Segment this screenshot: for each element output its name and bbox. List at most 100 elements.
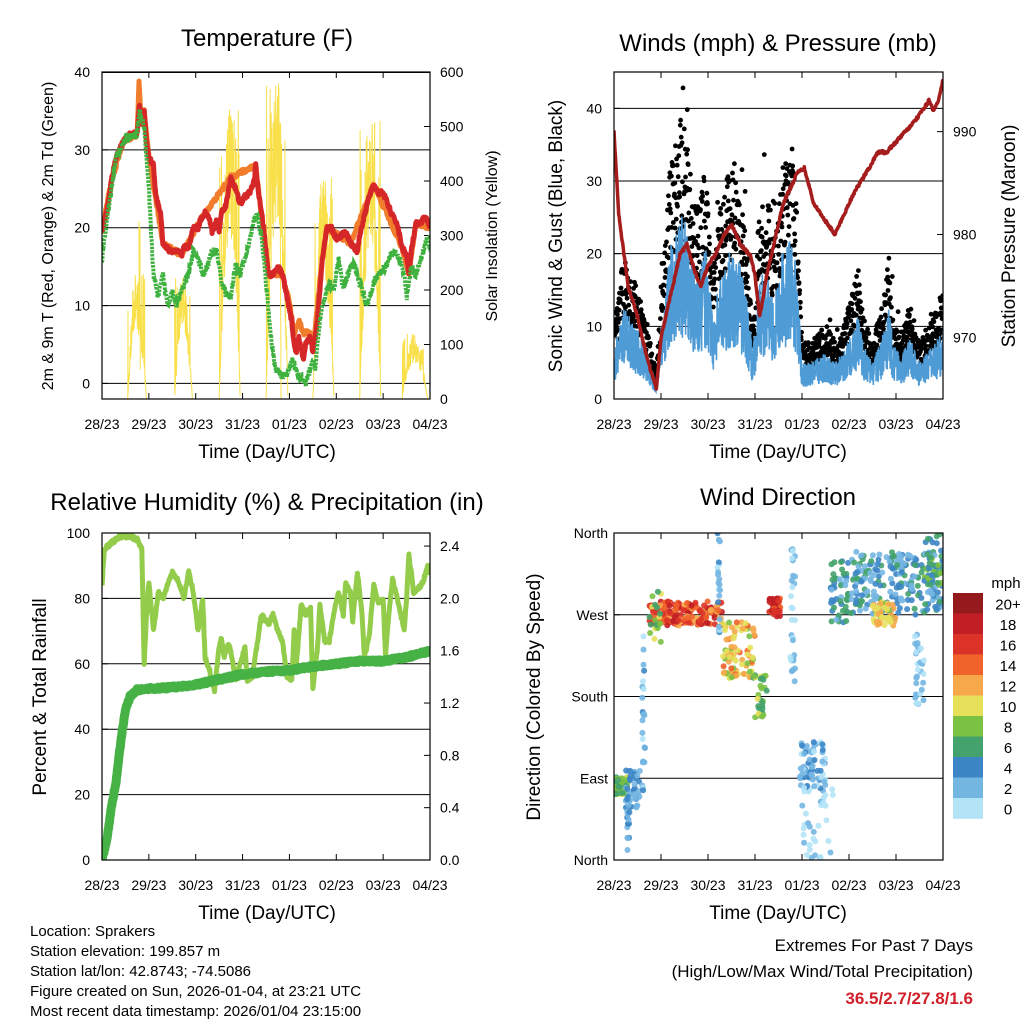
gust-point [666, 255, 672, 261]
gust-point [848, 318, 854, 324]
temperature-x-tick-label: 02/23 [319, 416, 354, 432]
wind-direction-point [928, 589, 934, 596]
wind-direction-point [640, 787, 647, 794]
gust-point [705, 201, 710, 207]
wind-direction-point [924, 606, 931, 613]
extremes-title: Extremes For Past 7 Days [775, 936, 973, 955]
wind-direction-point [845, 559, 852, 566]
gust-point [772, 200, 778, 206]
winds-x-tick-label: 28/23 [596, 416, 631, 432]
wind-direction-point [623, 767, 630, 774]
wind-direction-point [657, 620, 663, 627]
wind-direction-point [701, 602, 708, 609]
humidity-y2-tick-label: 1.2 [440, 695, 460, 711]
wind-direction-point [731, 644, 738, 651]
wind-direction-point [806, 846, 813, 853]
wind-direction-point [747, 644, 754, 651]
wind-direction-point [853, 548, 860, 555]
gust-point [615, 327, 621, 332]
gust-point [840, 344, 846, 349]
gust-point [727, 206, 733, 212]
gust-point [666, 193, 671, 199]
gust-point [766, 218, 772, 224]
wind-direction-point [755, 703, 762, 710]
wind-direction-point [746, 668, 753, 675]
gust-point [828, 332, 833, 337]
temperature-series [102, 78, 430, 399]
gust-point [662, 250, 668, 256]
gust-point [885, 274, 891, 280]
wind-direction-point [739, 625, 746, 632]
wind-direction-point [822, 782, 829, 788]
wind-direction-point [875, 556, 882, 563]
gust-point [930, 324, 935, 330]
wind-direction-point [802, 810, 809, 817]
wind-direction-point [829, 576, 836, 583]
gust-point [757, 256, 763, 262]
wind-direction-point [915, 700, 921, 707]
wind-direction-point [728, 674, 735, 681]
gust-point [733, 180, 738, 186]
gust-point [895, 329, 900, 334]
wind-direction-point [811, 757, 818, 763]
wind-direction-point [663, 617, 670, 624]
gust-point [703, 225, 708, 230]
humidity-y-tick-label: 80 [74, 590, 90, 606]
wind-direction-point [733, 672, 740, 679]
gust-point [881, 319, 887, 325]
wind-direction-point [905, 551, 911, 558]
gust-point [675, 203, 680, 209]
gust-point [904, 334, 910, 340]
winds-y-axis-label: Sonic Wind & Gust (Blue, Black) [546, 100, 567, 372]
wind-direction-point [673, 606, 680, 613]
wind-direction-point [801, 788, 808, 795]
extremes-values: 36.5/2.7/27.8/1.6 [845, 989, 973, 1008]
colorbar-label: 10 [1000, 699, 1017, 716]
gust-point [931, 319, 937, 325]
wind-direction-point [833, 616, 840, 623]
gust-point [797, 288, 803, 293]
wind-direction-point [791, 678, 798, 685]
wind-direction-point [837, 598, 844, 605]
humidity-x-axis-label: Time (Day/UTC) [198, 903, 336, 924]
wind-direction-point [929, 561, 936, 568]
wind-direction-point [912, 633, 918, 640]
wind-direction-point [887, 588, 894, 595]
wind-direction-point [917, 645, 924, 652]
gust-point [889, 304, 894, 310]
wind-direction-point [933, 540, 940, 547]
gust-point [863, 335, 869, 340]
wind-direction-point [725, 658, 732, 665]
wind-direction-point [878, 614, 885, 621]
gust-point [784, 205, 790, 211]
winds-y-tick-label: 30 [586, 173, 602, 189]
gust-point [695, 233, 701, 239]
wind-direction-point [708, 606, 714, 613]
wind-direction-point [908, 597, 915, 604]
wind-direction-point [627, 773, 634, 780]
wind-direction-point [639, 729, 646, 736]
wind-direction-point [715, 623, 722, 630]
footer-location: Location: Sprakers [30, 923, 155, 940]
wind-direction-point [684, 600, 691, 606]
wind-direction-point [934, 579, 941, 586]
wind-direction-point [927, 581, 934, 588]
temperature-y2-tick-label: 300 [440, 228, 464, 244]
wind-direction-point [797, 765, 804, 772]
gust-point [824, 324, 830, 330]
gust-point [690, 221, 696, 226]
gust-point [748, 301, 753, 306]
temperature-y-tick-label: 20 [74, 220, 90, 236]
gust-point [763, 230, 769, 236]
winds-y-tick-label: 20 [586, 246, 602, 262]
gust-point [661, 260, 667, 266]
wind-direction-point [909, 586, 916, 592]
wind-direction-point [647, 630, 654, 636]
wind-direction-point [738, 661, 745, 668]
wind-direction-point [839, 607, 846, 614]
gust-point [866, 331, 872, 336]
wind-direction-point [874, 561, 881, 568]
gust-point [783, 173, 789, 179]
gust-point [865, 326, 870, 332]
